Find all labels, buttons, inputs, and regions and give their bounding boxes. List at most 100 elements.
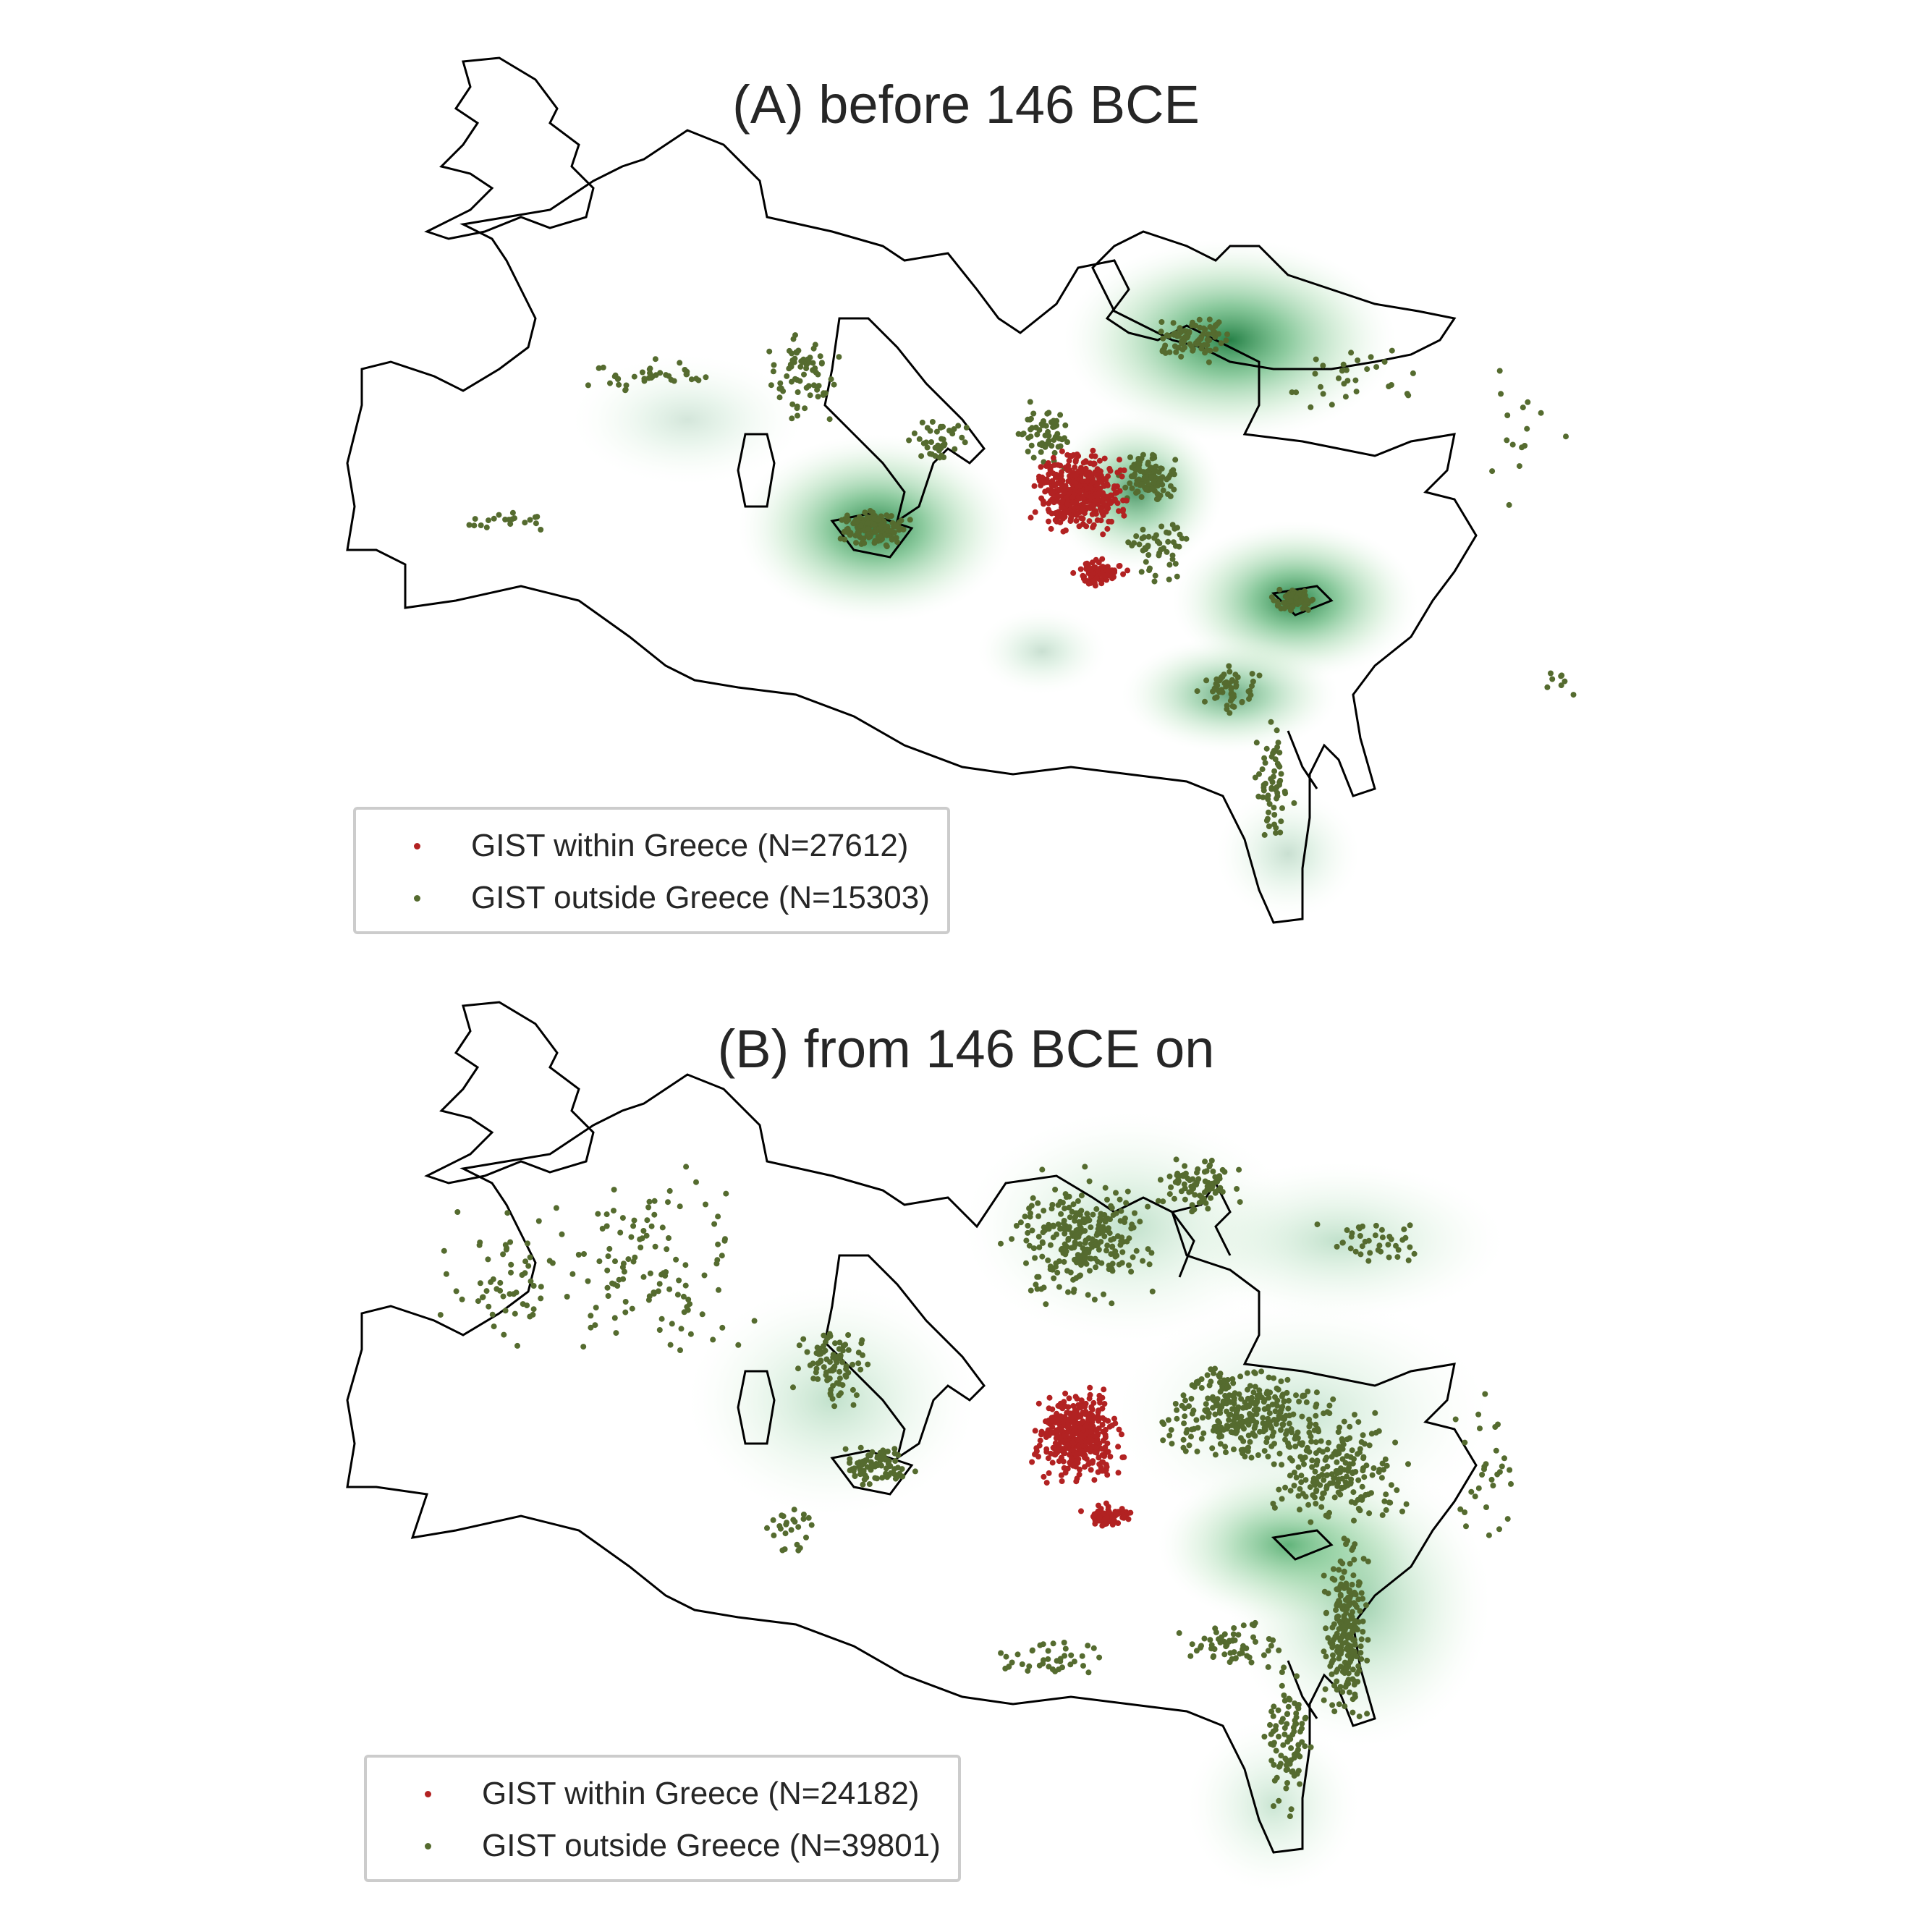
outside-point (1166, 1191, 1173, 1198)
outside-point (998, 1650, 1004, 1656)
outside-point (1231, 1418, 1237, 1424)
outside-point (1261, 1406, 1268, 1412)
outside-point (1226, 1638, 1232, 1645)
outside-point (1275, 1707, 1281, 1713)
outside-point (506, 517, 512, 523)
outside-point (1314, 1425, 1321, 1432)
outside-point (1316, 1447, 1323, 1454)
outside-point (486, 1303, 492, 1310)
outside-point (1101, 1233, 1108, 1240)
outside-point (1046, 438, 1052, 444)
outside-point (1279, 1682, 1285, 1689)
outside-point (716, 1287, 721, 1293)
outside-point (1276, 750, 1283, 756)
outside-point (1276, 1763, 1282, 1770)
outside-point (924, 425, 931, 431)
outside-point (1015, 431, 1022, 437)
outside-point (1106, 1230, 1113, 1237)
outside-point (792, 1519, 798, 1525)
outside-point (1504, 437, 1510, 444)
outside-point (1479, 1472, 1486, 1478)
outside-point (1404, 391, 1410, 397)
outside-point (1492, 1424, 1499, 1430)
outside-point (1066, 1193, 1072, 1200)
within-point (1088, 484, 1094, 491)
red-sea-outline (1287, 1660, 1318, 1719)
outside-point (1217, 1389, 1224, 1395)
outside-point (1126, 1262, 1132, 1268)
legend-marker-within (414, 842, 420, 850)
outside-point (538, 1295, 544, 1302)
outside-point (1356, 1713, 1363, 1720)
outside-point (1209, 1396, 1216, 1402)
legend-item-within: GIST within Greece (N=24182) (384, 1768, 941, 1820)
outside-point (478, 522, 484, 528)
outside-point (1130, 1254, 1136, 1261)
outside-point (1093, 1206, 1100, 1212)
outside-point (1278, 1427, 1284, 1433)
outside-point (1025, 449, 1031, 454)
outside-point (682, 1282, 689, 1289)
outside-point (1331, 1682, 1337, 1689)
outside-point (611, 1315, 618, 1321)
outside-point (1287, 1696, 1293, 1703)
within-point (1093, 481, 1100, 488)
outside-point (513, 1289, 520, 1296)
outside-point (1252, 1370, 1258, 1376)
outside-point (873, 1475, 880, 1482)
outside-point (502, 1242, 509, 1248)
outside-point (800, 1516, 807, 1522)
outside-point (1107, 1216, 1113, 1222)
outside-point (1028, 415, 1034, 422)
within-point (1099, 1405, 1106, 1412)
outside-point (1329, 1671, 1335, 1677)
outside-point (1245, 1386, 1250, 1393)
outside-point (1022, 1213, 1028, 1220)
outside-point (1394, 1254, 1401, 1261)
outside-point (1276, 1797, 1282, 1804)
outside-point (1336, 1586, 1342, 1593)
outside-point (1282, 593, 1289, 600)
outside-point (1520, 404, 1526, 411)
outside-point (1489, 468, 1496, 475)
within-point (1057, 1403, 1064, 1410)
outside-point (1254, 1393, 1261, 1399)
outside-point (779, 1547, 786, 1554)
within-point (1103, 509, 1109, 515)
outside-point (1310, 1479, 1316, 1486)
outside-point (1055, 1221, 1062, 1227)
outside-point (1234, 1186, 1240, 1192)
outside-point (1143, 474, 1149, 480)
outside-point (817, 353, 823, 360)
outside-point (1402, 1234, 1409, 1241)
outside-point (1351, 1517, 1357, 1524)
outside-point (530, 1283, 537, 1289)
outside-point (1066, 1224, 1072, 1230)
outside-point (1302, 1454, 1308, 1461)
outside-point (653, 372, 659, 378)
within-point (1123, 497, 1130, 504)
outside-point (1224, 1394, 1230, 1401)
outside-point (1378, 1475, 1385, 1481)
outside-point (867, 1452, 873, 1459)
outside-point (873, 529, 878, 535)
outside-point (621, 1268, 627, 1275)
outside-point (1027, 399, 1033, 405)
outside-point (437, 1312, 444, 1318)
outside-point (1050, 420, 1056, 426)
within-point (1050, 470, 1056, 477)
outside-point (1165, 491, 1171, 497)
outside-point (1119, 1249, 1126, 1255)
outside-point (855, 1350, 862, 1356)
outside-point (677, 360, 683, 366)
outside-point (1357, 1233, 1363, 1239)
within-point (1045, 1455, 1051, 1462)
within-point (1080, 572, 1086, 579)
outside-point (1036, 1662, 1043, 1669)
sicily-outline (830, 1449, 914, 1496)
outside-point (865, 531, 872, 538)
outside-point (1078, 1192, 1085, 1199)
outside-point (1363, 1462, 1370, 1469)
outside-point (1350, 1572, 1357, 1579)
outside-point (955, 423, 962, 429)
